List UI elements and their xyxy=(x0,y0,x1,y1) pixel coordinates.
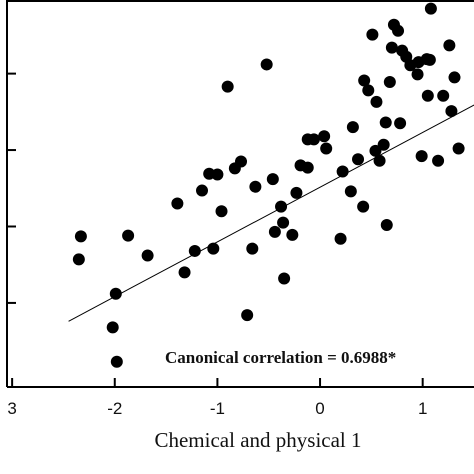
data-point-46 xyxy=(373,154,386,167)
data-point-66 xyxy=(437,89,450,102)
data-point-3 xyxy=(110,355,123,368)
data-point-20 xyxy=(249,180,262,193)
x-tick-labels: 3 -2 -1 0 1 xyxy=(7,399,427,418)
data-point-68 xyxy=(445,105,458,118)
x-ticks xyxy=(11,378,424,387)
data-point-13 xyxy=(211,168,224,181)
data-point-48 xyxy=(379,116,392,129)
data-point-58 xyxy=(411,68,424,81)
x-tick-label-4: 1 xyxy=(418,399,427,418)
data-point-49 xyxy=(380,218,393,231)
data-point-65 xyxy=(432,154,445,167)
data-point-37 xyxy=(344,185,357,198)
data-point-9 xyxy=(188,244,201,257)
x-axis-label: Chemical and physical 1 xyxy=(154,428,361,452)
data-point-44 xyxy=(369,144,382,157)
data-point-60 xyxy=(415,150,428,163)
data-point-43 xyxy=(366,28,379,41)
data-point-23 xyxy=(268,225,281,238)
data-point-70 xyxy=(452,142,465,155)
data-point-31 xyxy=(301,161,314,174)
data-point-39 xyxy=(352,153,365,166)
data-point-45 xyxy=(370,95,383,108)
data-point-27 xyxy=(286,228,299,241)
data-point-53 xyxy=(392,24,405,37)
data-point-10 xyxy=(196,184,209,197)
data-point-64 xyxy=(424,2,437,15)
x-tick-label-0: 3 xyxy=(7,399,16,418)
data-points xyxy=(72,2,465,368)
data-point-0 xyxy=(72,253,85,266)
data-point-38 xyxy=(346,121,359,134)
data-point-19 xyxy=(246,242,259,255)
data-point-62 xyxy=(421,89,434,102)
data-point-34 xyxy=(320,142,333,155)
data-point-40 xyxy=(357,200,370,213)
data-point-5 xyxy=(122,229,135,242)
correlation-annotation: Canonical correlation = 0.6988* xyxy=(165,348,396,367)
data-point-14 xyxy=(215,205,228,218)
data-point-41 xyxy=(358,74,371,87)
data-point-18 xyxy=(241,309,254,322)
data-point-69 xyxy=(448,71,461,84)
data-point-50 xyxy=(383,76,396,89)
data-point-4 xyxy=(109,287,122,300)
data-point-32 xyxy=(307,133,320,146)
data-point-33 xyxy=(318,130,331,143)
x-tick-label-3: 0 xyxy=(315,399,324,418)
x-tick-label-2: -1 xyxy=(210,399,225,418)
data-point-47 xyxy=(377,138,390,151)
data-point-36 xyxy=(336,165,349,178)
data-point-6 xyxy=(141,249,154,262)
data-point-25 xyxy=(277,216,290,229)
data-point-63 xyxy=(423,53,436,66)
y-ticks xyxy=(7,72,16,304)
data-point-15 xyxy=(221,80,234,93)
data-point-24 xyxy=(275,200,288,213)
data-point-17 xyxy=(235,155,248,168)
data-point-7 xyxy=(171,197,184,210)
data-point-67 xyxy=(443,39,456,52)
axes-frame xyxy=(6,0,474,388)
data-point-8 xyxy=(178,266,191,279)
data-point-35 xyxy=(334,232,347,245)
data-point-26 xyxy=(278,272,291,285)
data-point-22 xyxy=(266,173,279,186)
data-point-12 xyxy=(207,242,220,255)
data-point-51 xyxy=(385,41,398,54)
x-tick-label-1: -2 xyxy=(107,399,122,418)
data-point-1 xyxy=(74,230,87,243)
data-point-54 xyxy=(394,117,407,130)
data-point-28 xyxy=(290,186,303,199)
data-point-2 xyxy=(106,321,119,334)
regression-line xyxy=(68,104,474,322)
data-point-21 xyxy=(260,58,273,71)
data-point-42 xyxy=(362,84,375,97)
